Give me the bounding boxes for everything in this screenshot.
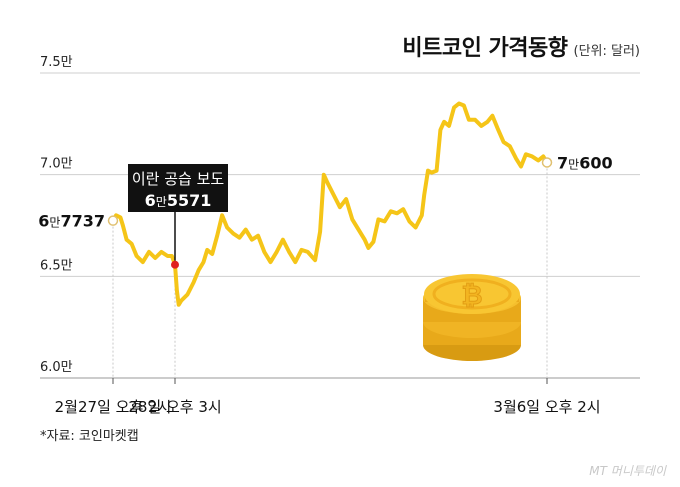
highlight-point: [171, 260, 179, 269]
y-axis-ticks: 7.5만 7.0만 6.5만 6.0만: [40, 55, 73, 375]
x-tick-label: 28일 오후 3시: [128, 398, 221, 416]
chart-title-block: 비트코인 가격동향 (단위: 달러): [402, 30, 640, 62]
y-tick-label: 6.5만: [40, 258, 73, 273]
x-tick-label: 3월6일 오후 2시: [493, 398, 600, 416]
y-tick-label: 7.0만: [40, 157, 73, 172]
grid-lines: [40, 72, 640, 379]
source-note: *자료: 코인마켓캡: [40, 429, 139, 444]
svg-text:₿: ₿: [461, 280, 482, 310]
value-label: 7만600: [557, 153, 613, 172]
endpoint-marker: [541, 157, 553, 168]
value-label: 6만5571: [145, 191, 212, 210]
callout-text: 이란 공습 보도: [132, 170, 225, 188]
chart-title: 비트코인 가격동향: [402, 36, 568, 61]
annotations: 6만7737 이란 공습 보도 6만5571 7만600: [38, 153, 613, 269]
price-series-line: [111, 101, 549, 307]
watermark-logo: MT 머니투데이: [589, 464, 666, 478]
x-tick-label: 2월27일 오후 2시: [55, 398, 172, 416]
unit-note: (단위: 달러): [573, 44, 641, 59]
callout-box: [128, 164, 228, 212]
guide-lines: [112, 168, 548, 382]
y-tick-label: 7.5만: [40, 55, 73, 70]
endpoint-marker: [107, 215, 119, 226]
y-tick-label: 6.0만: [40, 360, 73, 375]
bitcoin-coin-stack-icon: ₿: [423, 274, 521, 361]
value-label: 6만7737: [38, 212, 105, 231]
